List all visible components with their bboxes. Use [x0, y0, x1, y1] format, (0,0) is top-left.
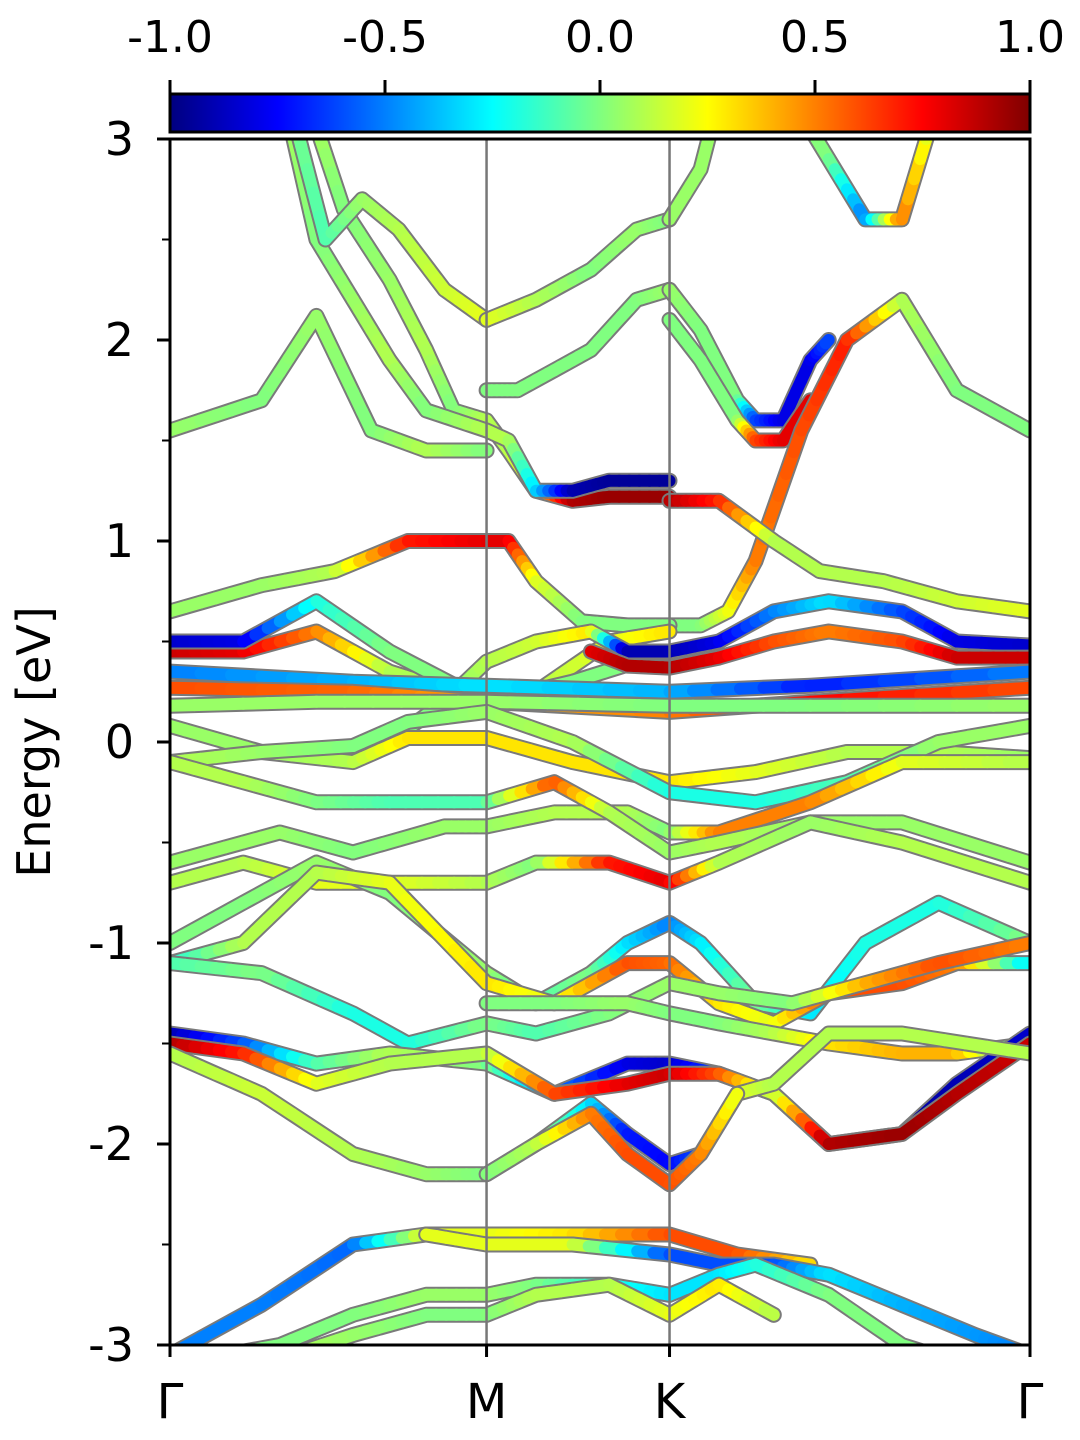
band	[478, 281, 678, 399]
colorbar-ticks: -1.0 -0.5 0.0 0.5 1.0	[127, 12, 1065, 94]
y-axis-ticks: -3 -2 -1 0 1 2 3	[88, 112, 170, 1372]
band-segment	[914, 686, 963, 701]
kpoint-label: Γ	[157, 1374, 184, 1430]
band-segment	[945, 1358, 966, 1365]
band-segment	[725, 1087, 744, 1110]
band-segment	[966, 1365, 987, 1372]
plot-area: -3 -2 -1 0 1 2 3 Γ M K Γ	[88, 112, 1044, 1430]
band	[170, 693, 1030, 714]
band	[478, 211, 678, 328]
band	[170, 663, 1030, 700]
band-outline	[170, 533, 678, 634]
band-segment	[950, 684, 1000, 699]
band-segment	[1011, 603, 1030, 618]
y-tick-label: 2	[105, 313, 134, 367]
band	[291, 139, 495, 328]
band	[478, 995, 1030, 1062]
colorbar-tick-label: -0.5	[342, 12, 428, 63]
band-segment	[819, 334, 835, 350]
band	[661, 492, 1030, 620]
band-segment	[1002, 870, 1030, 889]
band	[807, 139, 935, 228]
band-segment	[262, 1360, 277, 1365]
band-segment	[1002, 849, 1030, 869]
band-segment	[225, 1352, 243, 1355]
band-segment	[207, 1355, 225, 1358]
band-segment	[914, 670, 963, 685]
band	[170, 533, 678, 634]
band-segment	[841, 675, 890, 690]
band-segment	[987, 1372, 1008, 1379]
band-segment	[877, 688, 927, 704]
band-segment	[1008, 937, 1030, 953]
band-segment	[246, 1342, 267, 1345]
band-segment	[758, 1303, 780, 1321]
y-tick-label: 3	[105, 112, 134, 166]
y-axis-label: Energy [eV]	[7, 606, 61, 877]
y-tick-label: 0	[105, 715, 134, 769]
band-segment	[804, 677, 853, 692]
colorbar-tick-label: 1.0	[995, 12, 1065, 63]
colorbar-tick-label: -1.0	[127, 12, 213, 63]
band-segment	[1008, 719, 1030, 735]
kpoint-label: Γ	[1017, 1374, 1044, 1430]
band-outline	[661, 492, 1030, 620]
band	[582, 623, 1030, 676]
colorbar-tick-label: 0.5	[780, 12, 850, 63]
y-tick-label: -2	[88, 1117, 134, 1171]
band-segment	[1002, 1044, 1030, 1060]
colorbar-tick-label: 0.0	[565, 12, 635, 63]
band-segment	[277, 1355, 292, 1360]
band-segment	[1006, 1342, 1021, 1345]
kpoint-label: K	[654, 1374, 687, 1430]
band-segment	[950, 668, 1000, 683]
band	[661, 311, 819, 449]
band-segment	[987, 665, 1030, 680]
band	[285, 139, 678, 499]
band-segment	[188, 1358, 206, 1361]
colorbar-gradient	[168, 92, 1032, 134]
y-tick-label: -1	[88, 916, 134, 970]
band	[262, 1276, 782, 1365]
band-lines	[170, 139, 1030, 1379]
band-segment	[303, 1344, 311, 1345]
y-tick-label: 1	[105, 514, 134, 568]
y-tick-label: -3	[88, 1318, 134, 1372]
band-segment	[170, 1362, 188, 1365]
band-segment	[987, 681, 1030, 697]
band-segment	[175, 1340, 191, 1345]
band-segment	[1011, 417, 1030, 437]
band	[661, 291, 1030, 634]
band	[478, 1085, 746, 1193]
band-segment	[877, 672, 927, 687]
kpoint-vertical-lines	[485, 139, 671, 1345]
band-segment	[923, 1352, 944, 1359]
kpoint-label: M	[466, 1374, 507, 1430]
band-segment	[653, 625, 676, 640]
band-segment	[1011, 1027, 1030, 1048]
band-segment	[1011, 638, 1030, 652]
band	[170, 307, 495, 459]
colorbar: -1.0 -0.5 0.0 0.5 1.0	[127, 12, 1065, 134]
band	[661, 281, 837, 429]
